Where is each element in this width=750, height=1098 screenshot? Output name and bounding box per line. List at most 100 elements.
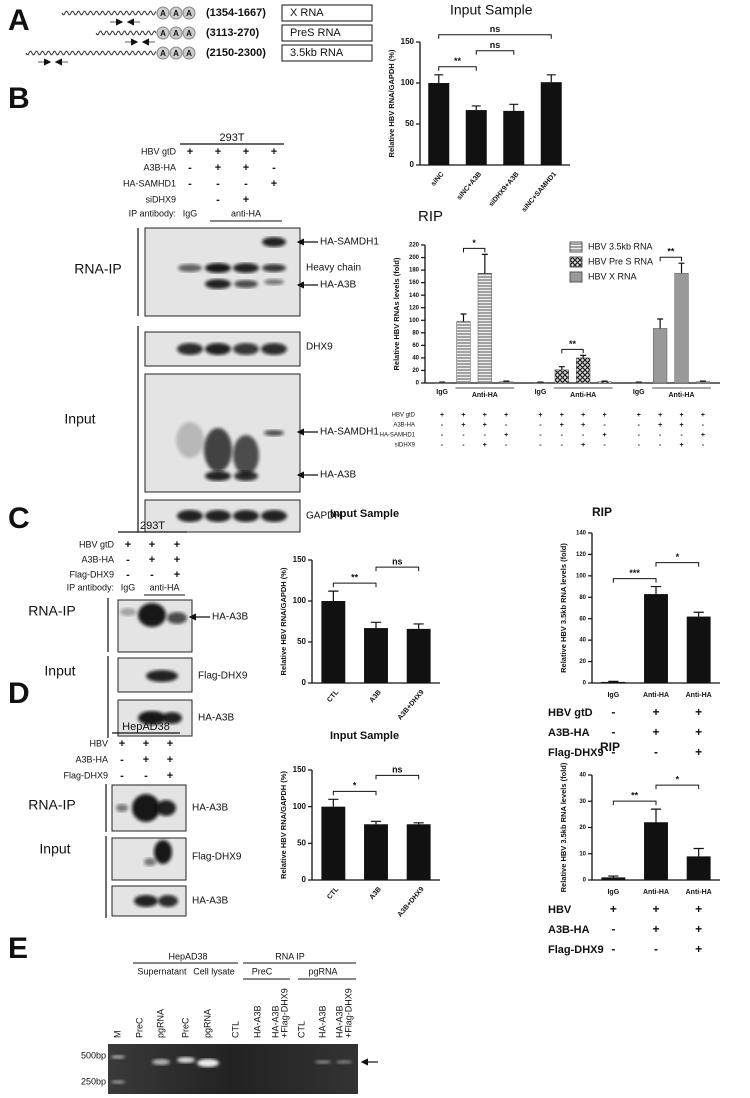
- condition-mark: +: [143, 738, 149, 750]
- condition-mark: +: [483, 442, 487, 449]
- bar: [540, 82, 562, 165]
- polya-text: A: [173, 9, 179, 18]
- rna-wave: [25, 50, 157, 56]
- condition-name: HA-SAMHD1: [123, 178, 176, 188]
- significance-bracket: [462, 247, 486, 253]
- condition-mark: +: [701, 412, 705, 419]
- condition-name: Flag-DHX9: [548, 747, 604, 759]
- polya-text: A: [160, 9, 166, 18]
- y-axis-label: Relative HBV 3.5kb RNA levels (fold): [559, 543, 568, 673]
- condition-mark: -: [539, 422, 542, 429]
- condition-mark: +: [504, 412, 508, 419]
- rna-range: (2150-2300): [206, 47, 266, 59]
- error-bar: [650, 808, 662, 823]
- condition-mark: +: [119, 738, 125, 750]
- condition-mark: +: [174, 539, 180, 551]
- error-bar: [678, 262, 685, 274]
- y-tick-label: 150: [293, 555, 307, 564]
- bar: [321, 601, 346, 683]
- condition-mark: -: [611, 725, 615, 739]
- y-tick-label: 50: [297, 838, 306, 847]
- band: [176, 422, 204, 458]
- polya-circle: [169, 26, 183, 40]
- lane-label: +Flag-DHX9: [343, 988, 353, 1038]
- condition-mark: +: [243, 146, 249, 158]
- condition-mark: -: [216, 178, 220, 190]
- significance-label: **: [569, 339, 577, 349]
- significance-bracket: [561, 348, 584, 354]
- polya-text: A: [186, 29, 192, 38]
- condition-mark: +: [652, 725, 659, 739]
- condition-mark: -: [462, 432, 465, 439]
- condition-mark: -: [126, 554, 130, 566]
- rna-range: (3113-270): [206, 27, 260, 39]
- condition-mark: +: [581, 412, 585, 419]
- condition-mark: +: [658, 422, 662, 429]
- band: [177, 510, 203, 522]
- y-axis-label: Relative HBV RNA/GAPDH (%): [387, 49, 396, 157]
- y-tick-label: 100: [401, 78, 415, 87]
- y-tick-label: 100: [576, 573, 587, 579]
- condition-mark: -: [611, 942, 615, 956]
- condition-mark: -: [539, 432, 542, 439]
- gel-header: RNA IP: [275, 951, 305, 961]
- bar: [477, 272, 492, 384]
- bar: [456, 321, 471, 384]
- condition-name: A3B-HA: [548, 924, 590, 936]
- condition-mark: +: [215, 146, 221, 158]
- condition-mark: +: [538, 412, 542, 419]
- y-tick-label: 220: [409, 243, 420, 249]
- y-tick-label: 10: [579, 851, 586, 857]
- band: [261, 510, 287, 522]
- rna-name: X RNA: [290, 7, 324, 19]
- condition-mark: +: [603, 412, 607, 419]
- significance-bracket: [332, 790, 377, 796]
- y-tick-label: 50: [405, 119, 414, 128]
- y-tick-label: 140: [576, 531, 587, 537]
- lane-label: PreC: [134, 1017, 144, 1038]
- polya-circle: [182, 26, 196, 40]
- error-bar: [509, 103, 519, 111]
- error-bar: [370, 820, 382, 825]
- band: [111, 1080, 125, 1084]
- condition-mark: +: [695, 922, 702, 936]
- bar: [406, 824, 431, 880]
- condition-mark: -: [484, 432, 487, 439]
- x-tick-label: IgG: [607, 889, 619, 896]
- panel-letter: A: [8, 4, 30, 37]
- error-bar: [580, 354, 587, 358]
- condition-mark: +: [701, 432, 705, 439]
- section-label: RNA-IP: [28, 797, 75, 813]
- section-label: Input: [44, 663, 75, 679]
- condition-name: A3B-HA: [143, 162, 176, 172]
- section-label: Input: [39, 841, 70, 857]
- band: [144, 858, 156, 866]
- error-bar: [328, 590, 339, 601]
- condition-mark: -: [603, 422, 606, 429]
- band: [111, 1055, 125, 1059]
- significance-label: *: [676, 552, 680, 562]
- y-tick-label: 40: [412, 355, 419, 361]
- error-bar: [471, 105, 481, 111]
- error-bar: [657, 318, 664, 329]
- condition-mark: -: [603, 442, 606, 449]
- condition-name: A3B-HA: [75, 754, 108, 764]
- condition-mark: -: [611, 745, 615, 759]
- condition-mark: +: [440, 412, 444, 419]
- band-label: HA-A3B: [198, 713, 234, 724]
- band: [233, 435, 259, 475]
- band: [205, 263, 231, 273]
- legend-swatch: [569, 241, 583, 253]
- condition-name: HBV: [548, 904, 572, 916]
- bar: [644, 822, 668, 880]
- bar: [465, 110, 487, 165]
- band: [336, 1060, 352, 1064]
- condition-name: HBV gtD: [141, 146, 177, 156]
- band: [162, 712, 182, 724]
- band-label: HA-SAMDH1: [320, 237, 379, 248]
- x-tick-label: Anti-HA: [686, 692, 712, 699]
- y-tick-label: 20: [579, 825, 586, 831]
- condition-mark: -: [188, 178, 192, 190]
- polya-circle: [156, 26, 170, 40]
